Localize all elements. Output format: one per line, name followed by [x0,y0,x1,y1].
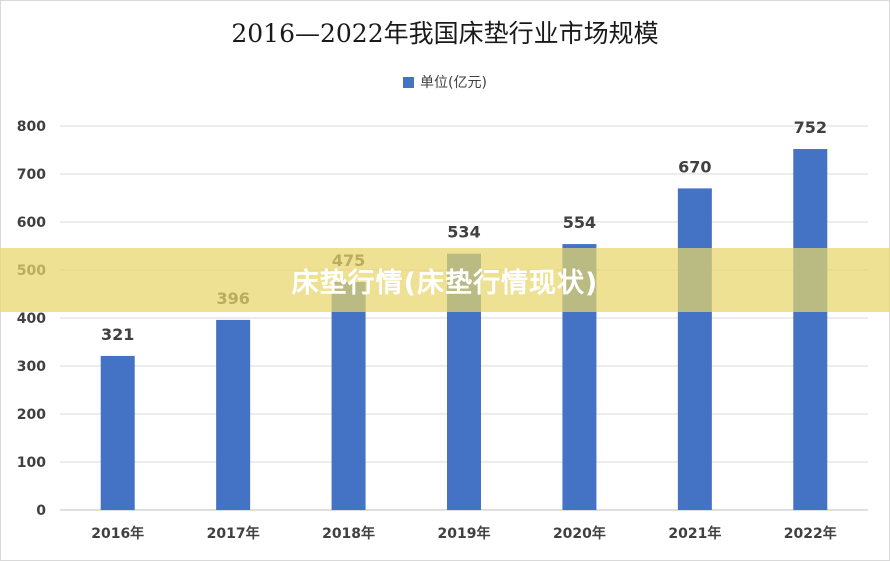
data-label: 752 [794,118,827,137]
data-label: 670 [678,157,711,176]
x-tick-label: 2016年 [91,525,144,542]
x-tick-label: 2021年 [668,525,721,542]
chart-title: 2016—2022年我国床垫行业市场规模 [231,19,659,48]
bar [677,188,712,510]
legend-swatch [403,76,415,88]
x-tick-label: 2018年 [322,525,375,542]
watermark-banner: 床垫行情(床垫行情现状) [0,248,890,312]
y-tick-label: 400 [17,311,46,327]
x-tick-label: 2022年 [784,525,837,542]
x-tick-label: 2019年 [438,525,491,542]
legend-label: 单位(亿元) [420,75,487,91]
data-label: 534 [447,223,480,242]
data-label: 321 [101,325,134,344]
y-tick-label: 100 [17,455,46,471]
y-tick-label: 300 [17,359,46,375]
bar [793,149,828,511]
bar [216,319,251,510]
y-tick-label: 800 [17,119,46,135]
y-tick-label: 200 [17,407,46,423]
y-tick-label: 0 [36,503,46,519]
chart-legend: 单位(亿元) [0,72,890,92]
y-tick-label: 700 [17,167,46,183]
banner-text: 床垫行情(床垫行情现状) [291,267,599,299]
x-tick-label: 2020年 [553,525,606,542]
x-tick-label: 2017年 [207,525,260,542]
bar [100,355,135,510]
y-tick-label: 600 [17,215,46,231]
bar [331,282,366,510]
data-label: 554 [563,213,596,232]
